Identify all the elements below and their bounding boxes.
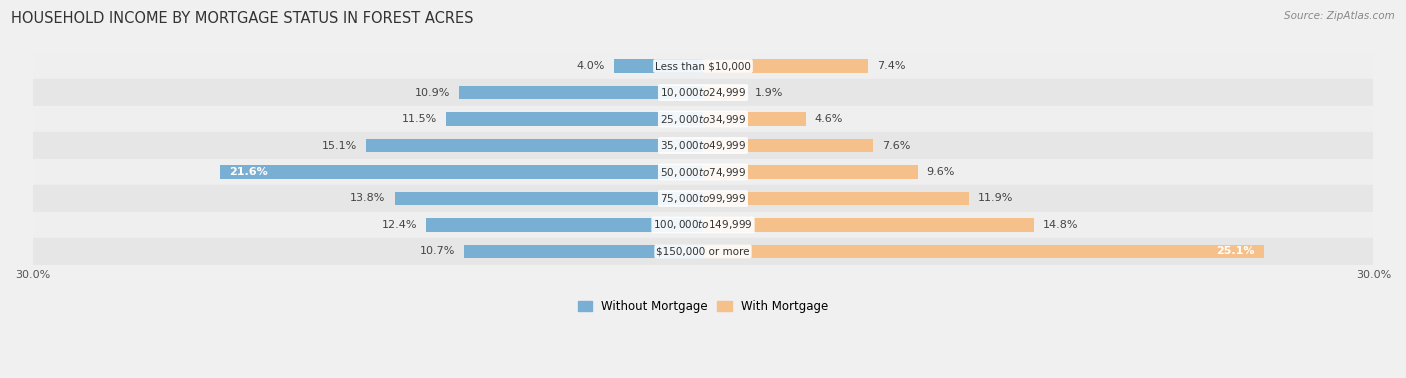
Bar	[32, 159, 1374, 185]
Bar	[703, 218, 1033, 232]
Text: $150,000 or more: $150,000 or more	[657, 246, 749, 257]
Bar	[32, 53, 1374, 79]
Bar	[32, 238, 1374, 265]
Bar	[446, 112, 703, 126]
Text: Source: ZipAtlas.com: Source: ZipAtlas.com	[1284, 11, 1395, 21]
Text: 1.9%: 1.9%	[755, 88, 783, 98]
Text: 10.9%: 10.9%	[415, 88, 450, 98]
Bar	[703, 165, 918, 179]
Text: 10.7%: 10.7%	[419, 246, 456, 257]
Bar	[32, 106, 1374, 132]
Text: 11.5%: 11.5%	[402, 114, 437, 124]
Bar	[32, 185, 1374, 212]
Text: 13.8%: 13.8%	[350, 194, 385, 203]
Text: Less than $10,000: Less than $10,000	[655, 61, 751, 71]
Bar	[464, 245, 703, 259]
Text: 21.6%: 21.6%	[229, 167, 269, 177]
Text: $10,000 to $24,999: $10,000 to $24,999	[659, 86, 747, 99]
Bar	[395, 192, 703, 205]
Text: 25.1%: 25.1%	[1216, 246, 1256, 257]
Bar	[613, 59, 703, 73]
Text: 7.4%: 7.4%	[877, 61, 905, 71]
Text: 14.8%: 14.8%	[1043, 220, 1078, 230]
Text: $35,000 to $49,999: $35,000 to $49,999	[659, 139, 747, 152]
Text: $50,000 to $74,999: $50,000 to $74,999	[659, 166, 747, 178]
Bar	[221, 165, 703, 179]
Text: HOUSEHOLD INCOME BY MORTGAGE STATUS IN FOREST ACRES: HOUSEHOLD INCOME BY MORTGAGE STATUS IN F…	[11, 11, 474, 26]
Text: 4.6%: 4.6%	[814, 114, 844, 124]
Text: 4.0%: 4.0%	[576, 61, 605, 71]
Text: $75,000 to $99,999: $75,000 to $99,999	[659, 192, 747, 205]
Bar	[460, 86, 703, 99]
Text: 9.6%: 9.6%	[927, 167, 955, 177]
Bar	[703, 245, 1264, 259]
Bar	[703, 59, 869, 73]
Bar	[703, 112, 806, 126]
Text: 12.4%: 12.4%	[381, 220, 418, 230]
Bar	[703, 139, 873, 152]
Bar	[32, 132, 1374, 159]
Legend: Without Mortgage, With Mortgage: Without Mortgage, With Mortgage	[574, 296, 832, 318]
Text: $25,000 to $34,999: $25,000 to $34,999	[659, 113, 747, 125]
Bar	[32, 212, 1374, 238]
Text: 15.1%: 15.1%	[322, 141, 357, 150]
Text: $100,000 to $149,999: $100,000 to $149,999	[654, 218, 752, 231]
Text: 11.9%: 11.9%	[977, 194, 1014, 203]
Bar	[426, 218, 703, 232]
Bar	[703, 192, 969, 205]
Text: 7.6%: 7.6%	[882, 141, 910, 150]
Bar	[366, 139, 703, 152]
Bar	[703, 86, 745, 99]
Bar	[32, 79, 1374, 106]
